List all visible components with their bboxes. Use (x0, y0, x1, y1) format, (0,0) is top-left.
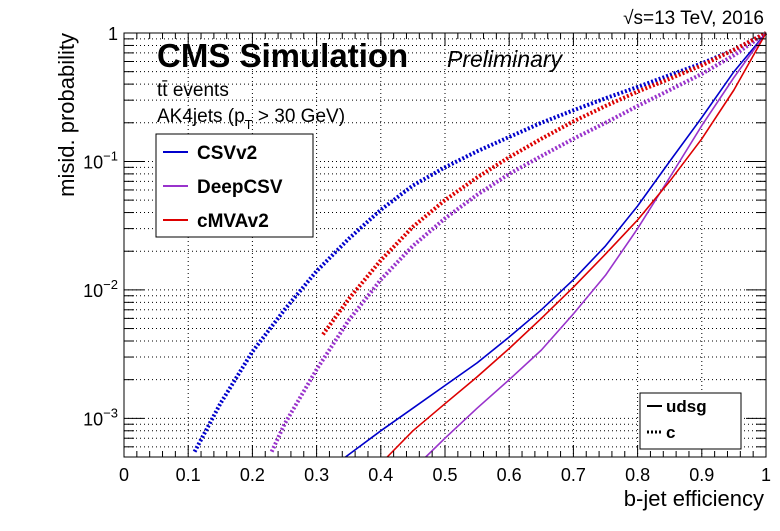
x-tick-label: 1 (761, 465, 771, 485)
x-tick-label: 0.8 (625, 465, 650, 485)
x-tick-label: 0.1 (176, 465, 201, 485)
legend-label-udsg: udsg (666, 397, 707, 416)
annotation-sample: tt̄ events (157, 80, 229, 101)
series-deepcsv-c (269, 31, 768, 453)
tagger-legend: CSVv2 DeepCSV cMVAv2 (155, 133, 314, 238)
chart-subtitle: Preliminary (447, 46, 564, 72)
x-tick-label: 0.2 (240, 465, 265, 485)
style-legend: udsg c (639, 392, 742, 450)
axis-ticks (123, 32, 767, 458)
legend-label-cmvav2: cMVAv2 (197, 211, 269, 232)
x-tick-label: 0.3 (304, 465, 329, 485)
x-axis-title: b-jet efficiency (624, 486, 764, 511)
y-tick-label: 10−3 (83, 405, 118, 429)
y-tick-label: 10−2 (83, 277, 118, 301)
x-tick-label: 0.7 (561, 465, 586, 485)
y-tick-label: 10−1 (83, 148, 118, 172)
legend-label-c: c (666, 423, 675, 442)
series-cmvav2-c (321, 31, 767, 336)
axis-tick-labels: 0 0.1 0.2 0.3 0.4 0.5 0.6 0.7 0.8 0.9 1 10−3 10−2 10−… (83, 24, 771, 485)
series-layer (192, 31, 768, 458)
series-cmvav2-udsg (386, 32, 767, 458)
x-tick-label: 0.4 (368, 465, 393, 485)
x-tick-label: 0.5 (432, 465, 457, 485)
annotation-selection-subscript: T (245, 117, 253, 132)
x-tick-label: 0 (119, 465, 129, 485)
annotation-selection-prefix: AK4jets (p (157, 106, 245, 127)
y-axis-title: misid. probability (54, 33, 79, 197)
grid (124, 33, 766, 457)
series-deepcsv-udsg (425, 32, 767, 458)
energy-label: √s=13 TeV, 2016 (623, 8, 764, 29)
annotation-selection: AK4jets (pT > 30 GeV) (157, 106, 345, 132)
chart-title: CMS Simulation (157, 37, 408, 74)
annotation-selection-suffix: > 30 GeV) (253, 106, 345, 127)
x-tick-label: 0.6 (497, 465, 522, 485)
y-tick-label: 1 (108, 24, 118, 44)
style-legend-box (639, 392, 742, 450)
legend-label-csvv2: CSVv2 (197, 143, 257, 164)
series-csvv2-udsg (345, 32, 767, 458)
series-csvv2-c (192, 31, 767, 453)
x-tick-label: 0.9 (689, 465, 714, 485)
legend-label-deepcsv: DeepCSV (197, 177, 283, 198)
